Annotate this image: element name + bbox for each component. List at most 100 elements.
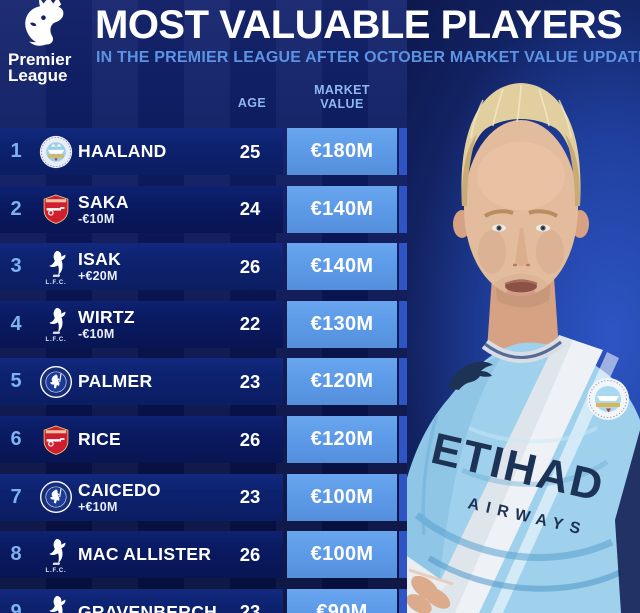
- manchester-city-chest-badge-icon: [587, 378, 629, 420]
- market-value-cell: €120M: [287, 358, 397, 406]
- svg-text:L.F.C.: L.F.C.: [46, 337, 67, 343]
- rank-number: 1: [10, 140, 22, 162]
- player-age: 23: [239, 601, 261, 613]
- row-cap-strip: [399, 588, 407, 613]
- row-band: 3 L.F.C. ISAK +€20M 26: [0, 243, 283, 291]
- hand: [407, 575, 451, 613]
- column-header-age: AGE: [237, 96, 267, 110]
- logo-line-1: Premier: [8, 50, 72, 69]
- market-value-cell: €120M: [287, 416, 397, 463]
- liverpool-badge-icon: L.F.C.: [36, 243, 76, 290]
- row-cap-strip: [399, 300, 407, 348]
- puma-logo-icon: [447, 361, 493, 390]
- player-name: HAALAND: [78, 141, 167, 161]
- market-value-cell: €180M: [287, 128, 397, 175]
- row-band: 9 L.F.C.GRAVENBERCH 23: [0, 588, 283, 613]
- premier-league-wordmark: Premier League: [8, 50, 94, 85]
- manchester-city-badge-icon: [36, 128, 76, 175]
- player-photo: ETIHAD AIRWAYS: [407, 0, 640, 613]
- player-name: PALMER: [78, 371, 153, 392]
- player-age: 26: [239, 428, 261, 450]
- table-row: 7 CAICEDO +€10M 23 €100M: [0, 473, 407, 521]
- haaland-illustration: ETIHAD AIRWAYS: [407, 83, 640, 613]
- player-name: ISAK: [78, 249, 122, 270]
- row-band: 6 RICE 26: [0, 416, 283, 463]
- player-age: 26: [239, 255, 261, 277]
- player-age: 24: [239, 198, 261, 220]
- premier-league-lion-icon: [25, 0, 64, 46]
- player-name: CAICEDO: [78, 479, 161, 500]
- market-value-change: -€10M: [78, 326, 115, 341]
- player-name: RICE: [78, 429, 122, 449]
- rank-number: 9: [10, 600, 22, 613]
- player-age: 22: [239, 313, 261, 335]
- liverpool-badge-icon: L.F.C.: [36, 531, 76, 578]
- table-row: 4 L.F.C. WIRTZ -€10M 22 €130M: [0, 300, 407, 348]
- liverpool-badge-icon: L.F.C.: [36, 301, 76, 348]
- row-cap-strip: [399, 128, 407, 175]
- player-name: WIRTZ: [78, 306, 135, 327]
- chelsea-badge-icon: [36, 474, 76, 521]
- logo-line-2: League: [8, 66, 68, 85]
- table-row: 2 SAKA -€10M 24 €140M: [0, 185, 407, 233]
- player-name: SAKA: [78, 191, 129, 212]
- rank-number: 3: [10, 255, 22, 278]
- column-header-market-value: MARKET VALUE: [287, 83, 397, 111]
- player-cell: PALMER: [78, 358, 218, 405]
- arsenal-badge-icon: [36, 416, 76, 463]
- row-cap-strip: [399, 358, 407, 406]
- market-value-change: -€10M: [78, 211, 115, 226]
- player-age: 23: [239, 486, 261, 508]
- table-row: 6 RICE 26 €120M: [0, 416, 407, 463]
- row-cap-strip: [399, 531, 407, 579]
- player-cell: CAICEDO +€10M: [78, 474, 218, 521]
- row-band: 1 HAALAND 25: [0, 128, 283, 175]
- table-row: 9 L.F.C.GRAVENBERCH 23 €90M: [0, 588, 407, 613]
- player-age: 26: [239, 543, 261, 565]
- player-cell: HAALAND: [78, 128, 218, 175]
- market-value-change: +€20M: [78, 269, 118, 284]
- row-cap-strip: [399, 473, 407, 521]
- market-value-label-line1: MARKET: [314, 83, 370, 97]
- player-age: 23: [239, 370, 261, 392]
- row-band: 7 CAICEDO +€10M 23: [0, 473, 283, 521]
- arsenal-badge-icon: [36, 186, 76, 233]
- player-cell: SAKA -€10M: [78, 186, 218, 233]
- player-cell: WIRTZ -€10M: [78, 301, 218, 348]
- table-row: 3 L.F.C. ISAK +€20M 26 €140M: [0, 243, 407, 291]
- rank-number: 4: [10, 312, 22, 335]
- player-age: 25: [239, 140, 261, 162]
- rank-number: 2: [10, 197, 22, 220]
- svg-text:L.F.C.: L.F.C.: [46, 568, 67, 574]
- market-value-change: +€10M: [78, 499, 118, 514]
- svg-text:L.F.C.: L.F.C.: [46, 280, 67, 286]
- chelsea-badge-icon: [36, 358, 76, 405]
- row-band: 2 SAKA -€10M 24: [0, 185, 283, 233]
- row-band: 5 PALMER 23: [0, 358, 283, 406]
- market-value-cell: €90M: [287, 588, 397, 613]
- market-value-cell: €140M: [287, 185, 397, 233]
- page-subtitle: IN THE PREMIER LEAGUE AFTER OCTOBER MARK…: [96, 49, 640, 66]
- rank-number: 7: [10, 485, 22, 508]
- market-value-cell: €130M: [287, 300, 397, 348]
- player-name: MAC ALLISTER: [78, 544, 212, 565]
- player-cell: GRAVENBERCH: [78, 589, 218, 613]
- market-value-cell: €100M: [287, 473, 397, 521]
- page-title: MOST VALUABLE PLAYERS: [95, 3, 623, 47]
- row-band: 4 L.F.C. WIRTZ -€10M 22: [0, 300, 283, 348]
- liverpool-badge-icon: L.F.C.: [36, 589, 76, 613]
- market-value-cell: €100M: [287, 531, 397, 579]
- table-row: 5 PALMER 23 €120M: [0, 358, 407, 406]
- row-cap-strip: [399, 416, 407, 463]
- market-value-label-line2: VALUE: [320, 96, 364, 111]
- row-band: 8 L.F.C. MAC ALLISTER 26: [0, 531, 283, 579]
- rank-number: 8: [10, 543, 22, 566]
- player-cell: ISAK +€20M: [78, 243, 218, 290]
- player-name: GRAVENBERCH: [78, 601, 218, 613]
- player-cell: MAC ALLISTER: [78, 531, 218, 578]
- table-row: 1 HAALAND 25 €180M: [0, 128, 407, 175]
- row-cap-strip: [399, 185, 407, 233]
- table-row: 8 L.F.C. MAC ALLISTER 26 €100M: [0, 531, 407, 579]
